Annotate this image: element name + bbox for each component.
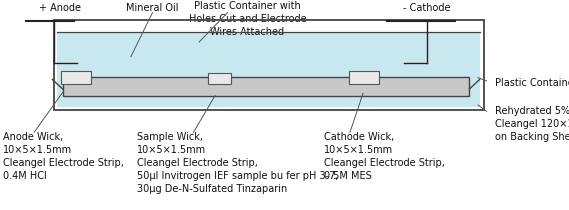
Bar — [57, 32, 480, 107]
Text: Anode Wick,
10×5×1.5mm
Cleangel Electrode Strip,
0.4M HCl: Anode Wick, 10×5×1.5mm Cleangel Electrod… — [3, 132, 123, 181]
Bar — [208, 74, 231, 84]
Text: Mineral Oil: Mineral Oil — [126, 3, 179, 13]
Text: Rehydrated 5% Polyacrylamide
Cleangel 120×10×0.5mm
on Backing Sheet: Rehydrated 5% Polyacrylamide Cleangel 12… — [495, 106, 569, 142]
Bar — [63, 77, 469, 96]
Text: Sample Wick,
10×5×1.5mm
Cleangel Electrode Strip,
50µl Invitrogen IEF sample bu : Sample Wick, 10×5×1.5mm Cleangel Electro… — [137, 132, 338, 193]
Text: - Cathode: - Cathode — [403, 3, 451, 13]
Bar — [349, 71, 379, 84]
Text: + Anode: + Anode — [39, 3, 81, 13]
Bar — [54, 20, 484, 110]
Text: Plastic Container with
Holes Cut and Electrode
Wires Attached: Plastic Container with Holes Cut and Ele… — [189, 1, 306, 37]
Bar — [61, 71, 91, 84]
Text: Cathode Wick,
10×5×1.5mm
Cleangel Electrode Strip,
0.5M MES: Cathode Wick, 10×5×1.5mm Cleangel Electr… — [324, 132, 445, 181]
Text: Plastic Container: Plastic Container — [495, 78, 569, 88]
